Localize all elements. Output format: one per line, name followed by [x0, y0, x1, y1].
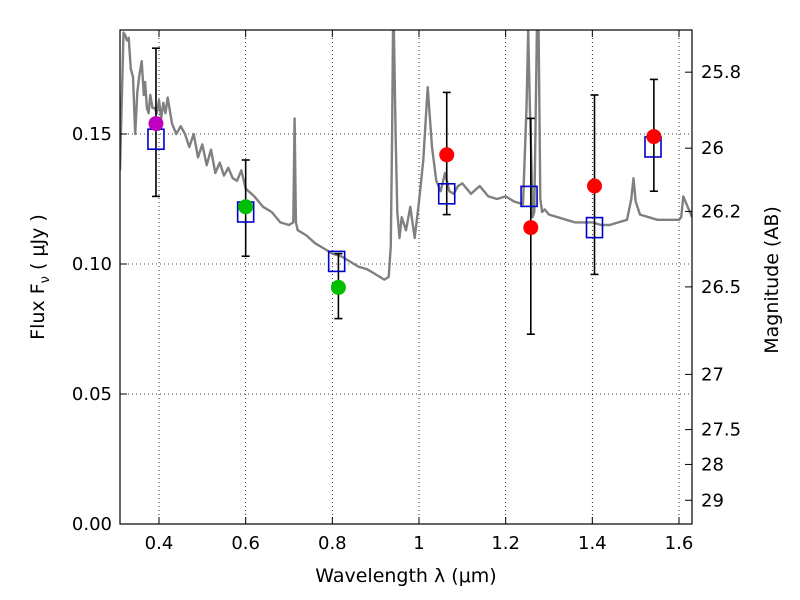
- observed-point: [587, 178, 602, 194]
- observed-point: [439, 147, 455, 163]
- y2-tick-label: 29: [701, 490, 724, 511]
- y2-tick-label: 26: [701, 138, 724, 159]
- y-tick-label: 0.10: [72, 254, 112, 275]
- y2-tick-label: 28: [701, 454, 724, 475]
- model-band-square: [520, 185, 538, 208]
- y2-tick-label: 26.2: [701, 201, 741, 222]
- x-tick-label: 1: [413, 533, 424, 554]
- x-tick-label: 0.6: [231, 533, 260, 554]
- model-band-square: [327, 250, 346, 273]
- y2-tick-label: 25.8: [701, 62, 741, 83]
- observed-point: [646, 129, 662, 145]
- y-tick-label: 0.00: [72, 514, 112, 535]
- x-tick-label: 0.8: [318, 533, 347, 554]
- y-axis-title-sub: ν: [38, 276, 53, 283]
- y2-tick-label: 27.5: [701, 420, 741, 441]
- sed-model-curve: [120, 30, 692, 281]
- y2-tick-label: 26.5: [701, 277, 741, 298]
- x-tick-label: 1.4: [578, 533, 607, 554]
- y-axis-title: Flux Fν ( μJy ): [27, 214, 53, 340]
- sed-curve-layer: [120, 30, 692, 281]
- y-tick-label: 0.15: [72, 124, 112, 145]
- model-band-square: [585, 216, 604, 239]
- observed-point: [238, 199, 254, 215]
- x-tick-label: 0.4: [145, 533, 174, 554]
- data-points-layer: [147, 47, 662, 336]
- observed-point: [148, 116, 164, 132]
- y2-tick-label: 27: [701, 364, 724, 385]
- y-axis-title-main: Flux F: [27, 283, 49, 339]
- x-tick-label: 1.6: [665, 533, 694, 554]
- observed-point: [330, 279, 346, 295]
- plot-frame: [119, 29, 693, 525]
- y-axis-title-unit: ( μJy ): [27, 214, 49, 276]
- observed-point: [523, 220, 539, 236]
- x-axis-title: Wavelength λ (μm): [315, 565, 496, 587]
- x-tick-label: 1.2: [491, 533, 520, 554]
- grid-lines: [120, 30, 692, 524]
- axes-layer: 0.4 0.6 0.8 1 1.2 1.4 1.6 0.00 0.05 0.10 0.15 25.8 2…: [72, 30, 741, 554]
- y2-axis-title: Magnitude (AB): [761, 206, 783, 354]
- y-tick-label: 0.05: [72, 384, 112, 405]
- model-band-square: [437, 183, 456, 205]
